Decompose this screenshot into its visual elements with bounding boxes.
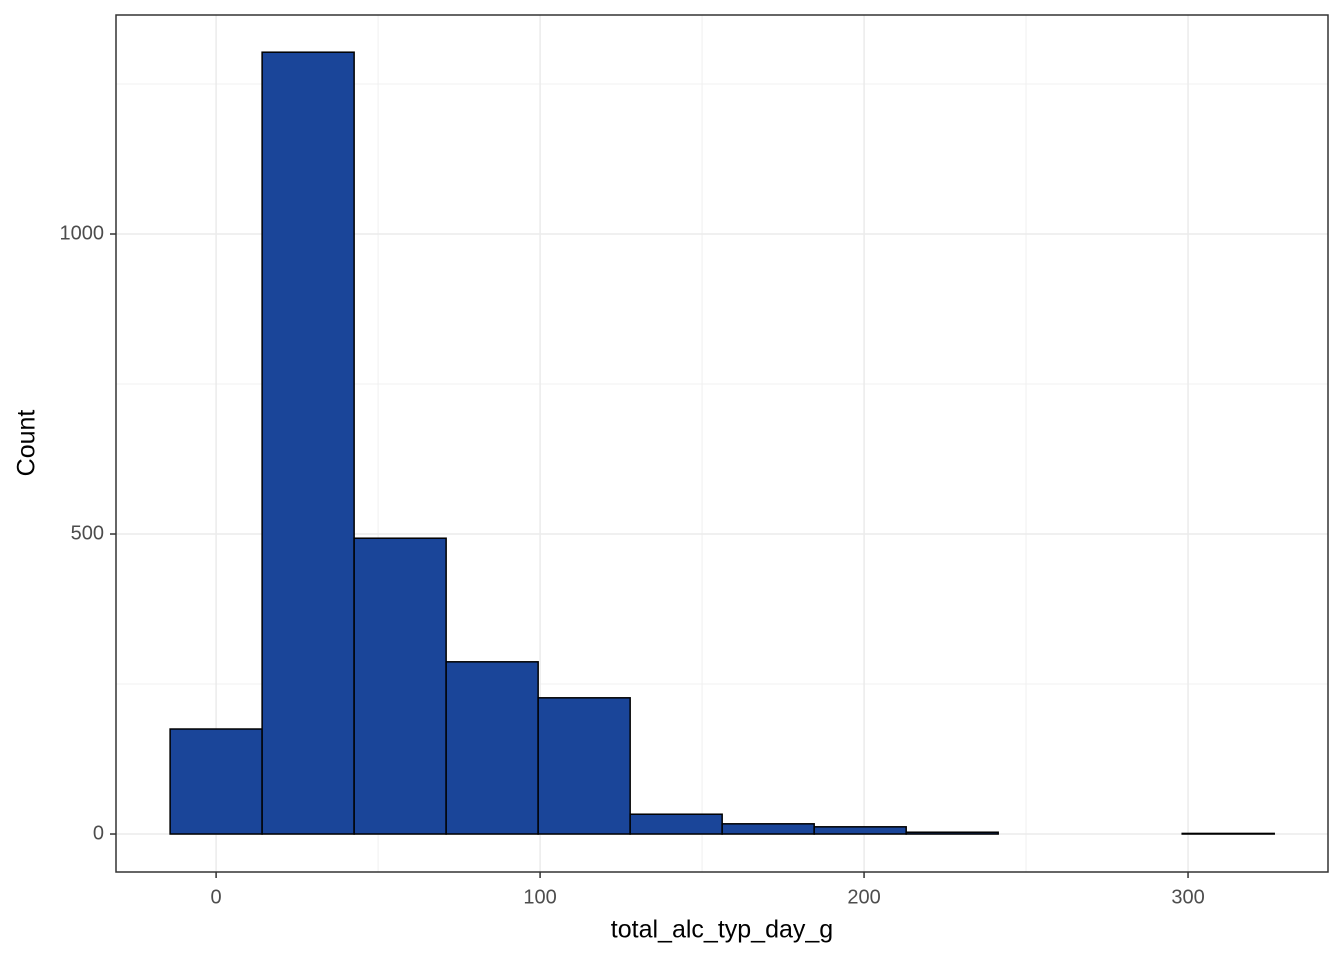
bar [1181,832,1275,835]
bar [537,697,631,835]
x-tick-label: 100 [523,886,556,908]
x-tick-label: 0 [211,886,222,908]
bar [813,826,907,835]
x-axis-title: total_alc_typ_day_g [611,916,833,944]
x-tick-label: 200 [847,886,880,908]
bar [169,728,263,835]
bar [629,813,723,835]
x-tick-label: 300 [1171,886,1204,908]
bar [353,537,447,835]
bar [261,51,355,835]
plot-border [115,14,1329,873]
bar [905,831,999,835]
bar [445,661,539,835]
y-tick-label: 500 [71,522,104,544]
y-axis-title: Count [13,410,41,477]
y-tick-label: 0 [93,822,104,844]
bar [721,823,815,835]
y-tick-label: 1000 [60,222,105,244]
